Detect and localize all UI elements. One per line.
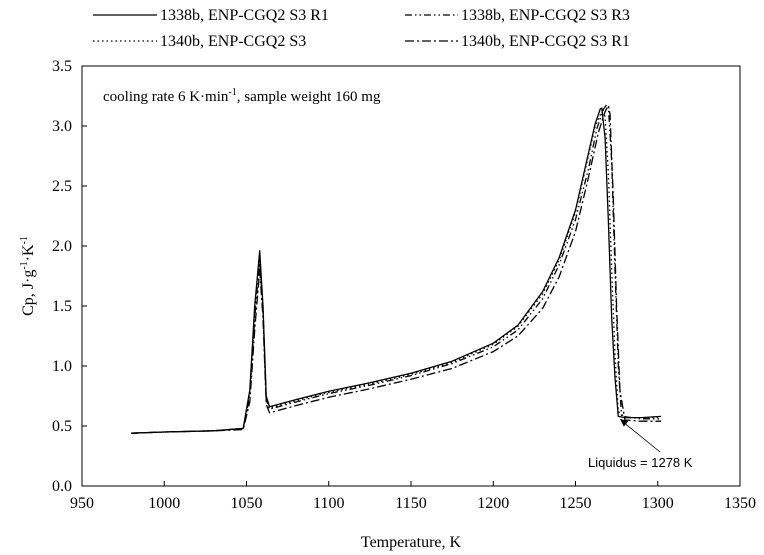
x-tick-label: 1150 [395,495,426,512]
series-line-2 [131,110,661,434]
x-tick-label: 950 [70,495,94,512]
axis-ticks: 950 1000 1050 1100 1150 1200 1250 1300 1350 0.0 0.… [52,58,756,512]
legend-label-1: 1338b, ENP-CGQ2 S3 R1 [160,7,329,24]
x-tick-label: 1100 [313,495,344,512]
series-line-1 [131,107,662,434]
x-tick-label: 1200 [477,495,509,512]
x-tick-label: 1250 [560,495,592,512]
legend-label-3: 1338b, ENP-CGQ2 S3 R3 [461,7,630,24]
y-tick-label: 3.5 [52,58,72,75]
y-tick-label: 0.0 [52,478,72,495]
data-series [131,103,662,434]
y-tick-label: 2.5 [52,178,72,195]
y-tick-label: 2.0 [52,238,72,255]
plot-area-frame [81,65,741,487]
legend-label-2: 1340b, ENP-CGQ2 S3 [160,33,306,50]
liquidus-arrowhead [619,418,629,427]
legend-label-4: 1340b, ENP-CGQ2 S3 R1 [461,33,630,50]
x-tick-label: 1300 [642,495,674,512]
y-tick-label: 0.5 [52,418,72,435]
chart-legend: 1338b, ENP-CGQ2 S3 R1 1340b, ENP-CGQ2 S3 1… [93,7,630,50]
y-tick-label: 1.0 [52,358,72,375]
x-axis-label: Temperature, K [361,534,462,551]
annotation-rest: , sample weight 160 mg [237,89,381,105]
series-line-3 [131,103,661,434]
y-tick-label: 1.5 [52,298,72,315]
y-tick-label: 3.0 [52,118,72,135]
annotation-superscript: -1 [228,87,236,98]
series-line-4 [131,104,661,434]
x-tick-label: 1350 [724,495,756,512]
x-tick-label: 1050 [231,495,263,512]
annotation-text: cooling rate 6 K·min [103,89,229,105]
liquidus-label: Liquidus = 1278 K [588,455,693,470]
x-tick-label: 1000 [148,495,180,512]
liquidus-arrow-line [622,421,661,453]
y-axis-label: Cp, J·g-1·K-1 [19,236,37,316]
chart-annotation: cooling rate 6 K·min-1, sample weight 16… [103,87,381,105]
